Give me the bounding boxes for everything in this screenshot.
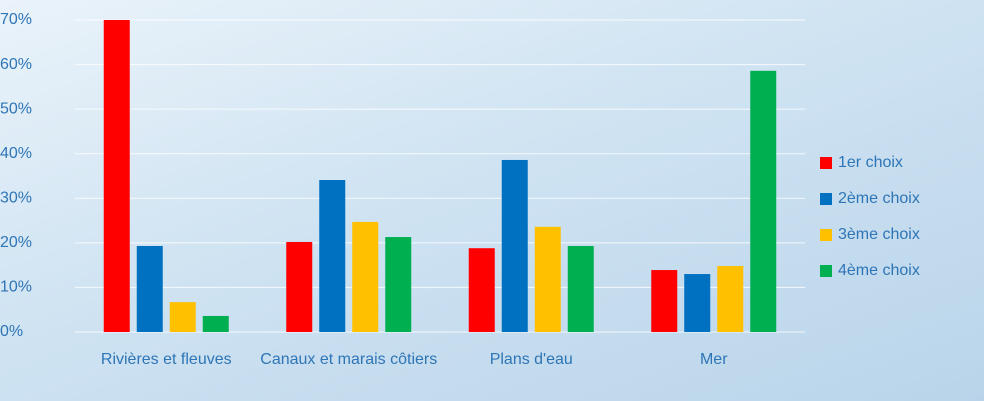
y-tick-label: 60% [0,56,32,73]
bar [468,248,495,332]
bar [750,70,777,332]
x-tick-label: Canaux et marais côtiers [260,351,438,368]
legend-label: 4ème choix [838,262,920,279]
legend-swatch [820,265,832,277]
x-tick-label: Mer [699,351,728,368]
bar [717,266,744,332]
legend-label: 2ème choix [838,190,920,207]
bar [103,20,130,332]
legend-swatch [820,193,832,205]
bar [567,245,594,332]
bar [136,245,163,332]
y-tick-label: 20% [0,234,32,251]
y-tick-label: 50% [0,100,32,117]
y-tick-label: 10% [0,279,32,296]
legend-swatch [820,229,832,241]
y-tick-label: 70% [0,11,32,28]
x-tick-label: Plans d'eau [489,351,573,368]
bar [169,302,196,332]
bar [534,226,561,332]
y-tick-label: 30% [0,190,32,207]
bar [651,270,678,332]
legend-label: 1er choix [838,154,903,171]
y-tick-label: 0% [0,323,23,340]
bar [352,221,379,332]
legend-label: 3ème choix [838,226,920,243]
legend-swatch [820,157,832,169]
bar [684,274,711,332]
y-tick-label: 40% [0,145,32,162]
bar [385,237,412,332]
bar [501,159,528,332]
bar [286,241,313,332]
bar [319,180,346,332]
x-tick-label: Rivières et fleuves [100,351,232,368]
bar [202,315,229,332]
